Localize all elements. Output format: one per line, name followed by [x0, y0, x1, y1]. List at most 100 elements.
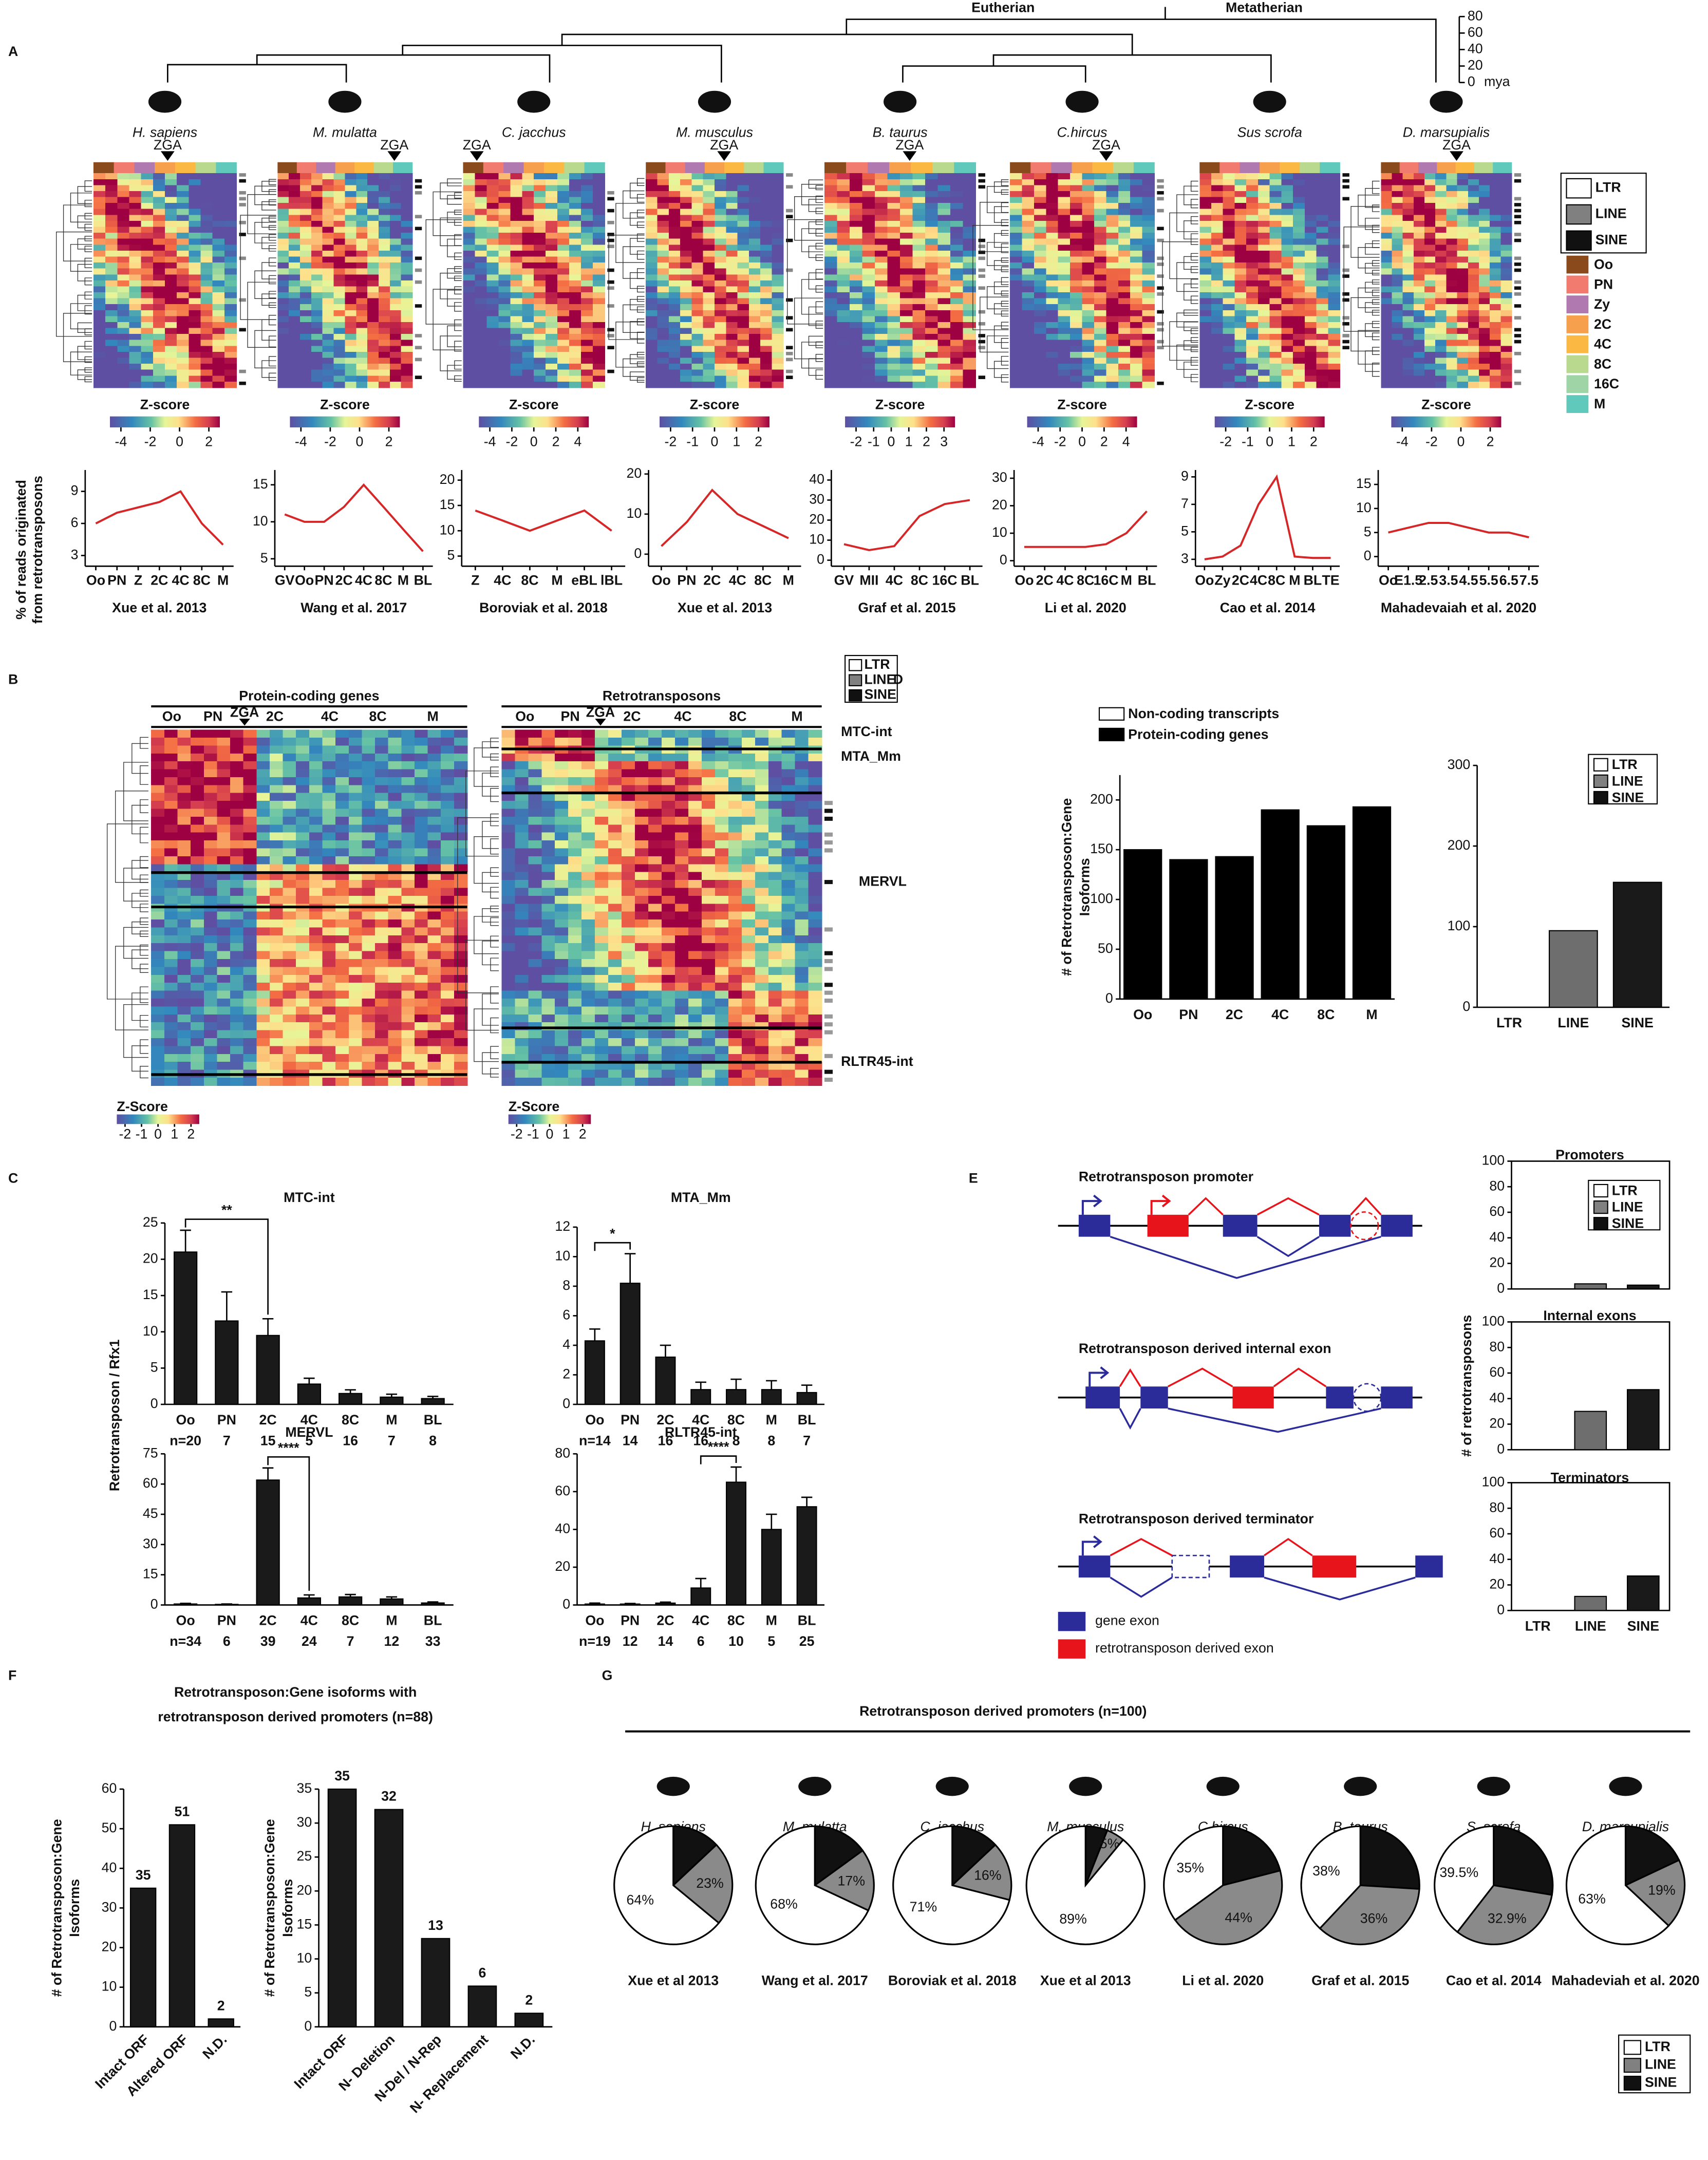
heatmap-cell	[938, 352, 951, 358]
heatmap-cell	[178, 738, 191, 746]
heatmap-cell	[913, 262, 926, 269]
heatmap-cell	[1022, 251, 1035, 257]
heatmap-cell	[1258, 364, 1270, 370]
heatmap-cell	[581, 280, 593, 287]
heatmap-cell	[581, 209, 593, 215]
type-tick	[607, 304, 614, 308]
heatmap-cell	[900, 280, 913, 287]
heatmap-cell	[217, 817, 230, 825]
heatmap-cell	[345, 227, 356, 233]
heatmap-cell	[463, 191, 475, 197]
colorbar-label: -1	[686, 434, 699, 449]
heatmap-cell	[217, 769, 230, 778]
heatmap-cell	[486, 262, 499, 269]
heatmap-cell	[213, 340, 225, 346]
heatmap-cell	[1094, 352, 1106, 358]
heatmap-cell	[224, 227, 237, 233]
heatmap-cell	[569, 358, 581, 364]
heatmap-cell	[289, 382, 301, 388]
heatmap-cell	[557, 245, 570, 251]
heatmap-cell	[498, 346, 511, 352]
heatmap-cell	[963, 215, 976, 221]
heatmap-cell	[345, 310, 356, 316]
heatmap-cell	[141, 209, 154, 215]
heatmap-cell	[191, 730, 204, 738]
heatmap-cell	[669, 382, 681, 388]
heatmap-cell	[1281, 346, 1293, 352]
heatmap-cell	[1457, 346, 1469, 352]
heatmap-cell	[189, 215, 201, 221]
heatmap-cell	[164, 840, 178, 849]
heatmap-cell	[463, 358, 475, 364]
heatmap-cell	[335, 730, 349, 738]
heatmap-cell	[1199, 322, 1212, 328]
heatmap-cell	[129, 358, 141, 364]
chart-title: Boroviak et al. 2018	[479, 600, 608, 615]
heatmap-cell	[379, 346, 390, 352]
heatmap-cell	[1082, 382, 1095, 388]
heatmap-cell	[345, 256, 356, 262]
type-tick	[1342, 173, 1349, 177]
heatmap-cell	[1305, 352, 1317, 358]
y-tick-label: 15	[143, 1566, 158, 1582]
heatmap-cell	[415, 754, 428, 762]
heatmap-cell	[165, 191, 177, 197]
heatmap-cell	[129, 280, 141, 287]
heatmap-cell	[913, 227, 926, 233]
heatmap-cell	[691, 197, 703, 203]
zga-label: ZGA	[710, 137, 738, 153]
heatmap-cell	[323, 298, 334, 305]
x-tick-label: PN	[315, 573, 334, 588]
heatmap-cell	[129, 328, 141, 334]
heatmap-cell	[726, 352, 738, 358]
data-label: 32	[381, 1789, 397, 1804]
heatmap-cell	[1490, 239, 1501, 245]
heatmap-cell	[1034, 197, 1046, 203]
zga-label: ZGA	[895, 137, 924, 153]
heatmap-cell	[900, 245, 913, 251]
heatmap-cell	[323, 179, 334, 185]
heatmap-cell	[888, 245, 900, 251]
heatmap-cell	[217, 809, 230, 817]
heatmap-cell	[300, 191, 312, 197]
heatmap-cell	[1381, 227, 1392, 233]
heatmap-cell	[379, 375, 390, 382]
y-tick-label: 5	[1364, 524, 1372, 539]
heatmap-cell	[1281, 209, 1293, 215]
heatmap-cell	[1446, 364, 1457, 370]
heatmap-cell	[837, 375, 850, 382]
panel-title: Retrotransposon:Gene isoforms with	[174, 1684, 417, 1700]
heatmap-cell	[401, 191, 413, 197]
heatmap-cell	[1010, 328, 1022, 334]
heatmap-cell	[875, 215, 888, 221]
heatmap-cell	[390, 316, 402, 322]
heatmap-cell	[1446, 334, 1457, 340]
heatmap-cell	[1392, 233, 1403, 239]
heatmap-cell	[375, 793, 388, 801]
heatmap-cell	[1305, 173, 1317, 179]
heatmap-cell	[1130, 173, 1142, 179]
heatmap-cell	[1199, 364, 1212, 370]
heatmap-cell	[356, 197, 368, 203]
heatmap-cell	[726, 191, 738, 197]
heatmap-cell	[1479, 179, 1490, 185]
heatmap-cell	[390, 298, 402, 305]
heatmap-cell	[201, 298, 213, 305]
heatmap-cell	[191, 809, 204, 817]
y-tick-label: 9	[71, 483, 79, 498]
heatmap-cell	[141, 364, 154, 370]
x-tick-label: PN	[621, 1613, 640, 1628]
heatmap-cell	[593, 286, 605, 292]
bar	[1353, 807, 1391, 999]
x-tick-label: PN	[107, 573, 126, 588]
heatmap-cell	[824, 340, 837, 346]
stage-strip	[216, 162, 237, 173]
heatmap-cell	[1490, 280, 1501, 287]
chart-title: Mahadevaiah et al. 2020	[1381, 600, 1536, 615]
heatmap-cell	[379, 197, 390, 203]
heatmap-cell	[1082, 304, 1095, 310]
heatmap-cell	[1424, 358, 1436, 364]
heatmap-cell	[334, 286, 346, 292]
heatmap-cell	[1246, 364, 1259, 370]
heatmap-cell	[296, 840, 309, 849]
